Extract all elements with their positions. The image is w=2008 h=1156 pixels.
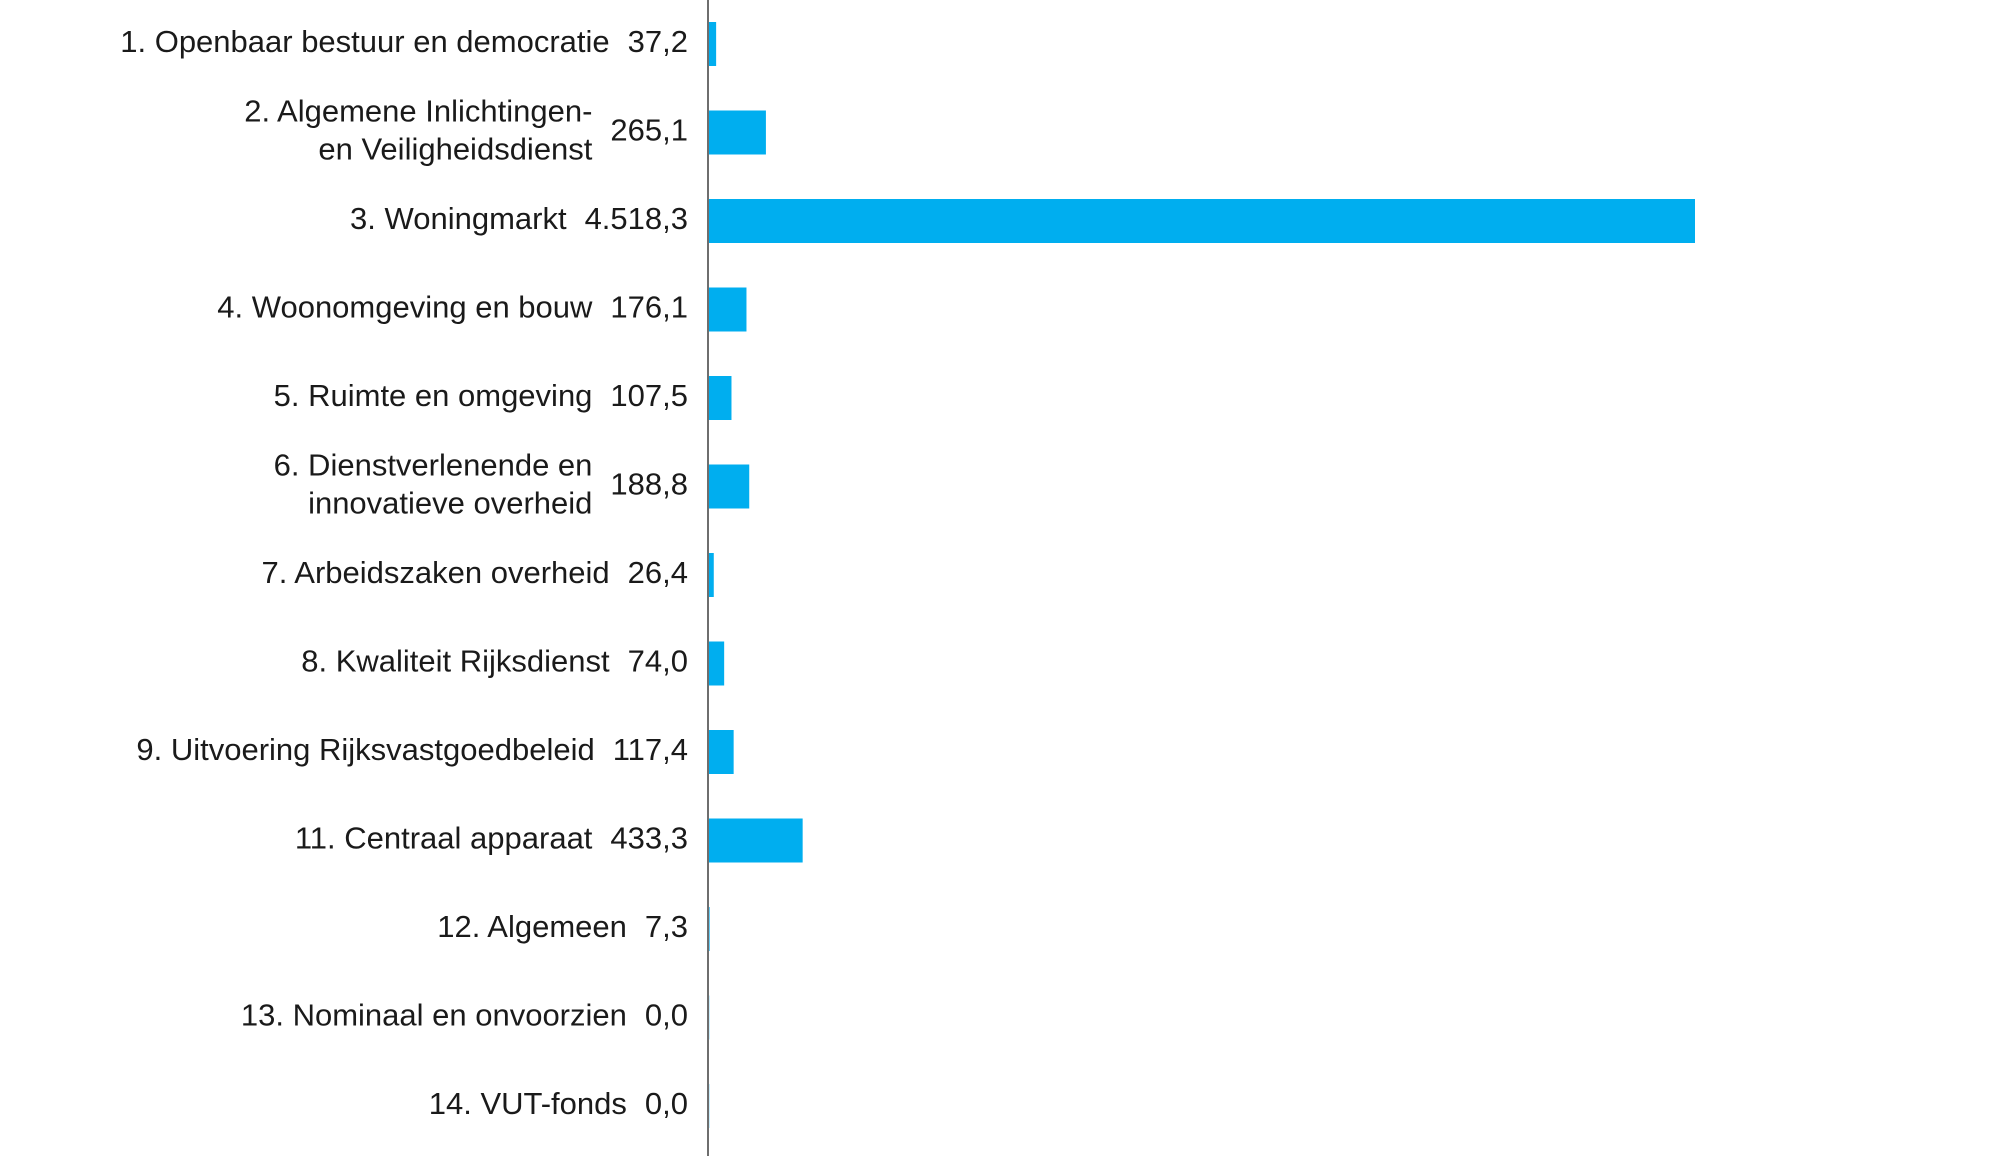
value-label: 74,0: [628, 644, 688, 679]
category-label: 3. Woningmarkt: [350, 201, 567, 236]
bar: [708, 376, 732, 420]
value-label: 265,1: [610, 113, 688, 148]
bar: [708, 110, 766, 155]
value-label: 433,3: [610, 821, 688, 856]
value-label: 176,1: [610, 290, 688, 325]
bar: [708, 641, 725, 686]
bar: [708, 287, 747, 332]
bar: [708, 730, 734, 774]
category-label: 1. Openbaar bestuur en democratie: [120, 24, 609, 59]
category-label: 8. Kwaliteit Rijksdienst: [301, 644, 610, 679]
bar: [708, 818, 803, 863]
bar: [708, 464, 750, 509]
category-label: 7. Arbeidszaken overheid: [262, 555, 610, 590]
category-label: 6. Dienstverlenende en: [274, 448, 593, 483]
value-label: 37,2: [628, 24, 688, 59]
value-label: 188,8: [610, 467, 688, 502]
value-label: 4.518,3: [585, 201, 688, 236]
category-label: 14. VUT-fonds: [429, 1086, 627, 1121]
value-label: 0,0: [645, 998, 688, 1033]
bar: [708, 553, 714, 597]
value-label: 0,0: [645, 1086, 688, 1121]
bar: [708, 22, 717, 66]
category-label: 11. Centraal apparaat: [295, 821, 593, 856]
category-label: 9. Uitvoering Rijksvastgoedbeleid: [136, 732, 594, 767]
value-label: 26,4: [628, 555, 688, 590]
category-label: 2. Algemene Inlichtingen-: [244, 94, 592, 129]
value-label: 117,4: [613, 732, 688, 767]
bar: [708, 199, 1695, 243]
category-label: innovatieve overheid: [308, 486, 592, 521]
category-label: 12. Algemeen: [437, 909, 627, 944]
category-label: 5. Ruimte en omgeving: [274, 378, 593, 413]
value-label: 107,5: [610, 378, 688, 413]
category-label: en Veiligheidsdienst: [318, 132, 592, 167]
category-label: 13. Nominaal en onvoorzien: [241, 998, 627, 1033]
value-label: 7,3: [645, 909, 688, 944]
category-label: 4. Woonomgeving en bouw: [217, 290, 593, 325]
